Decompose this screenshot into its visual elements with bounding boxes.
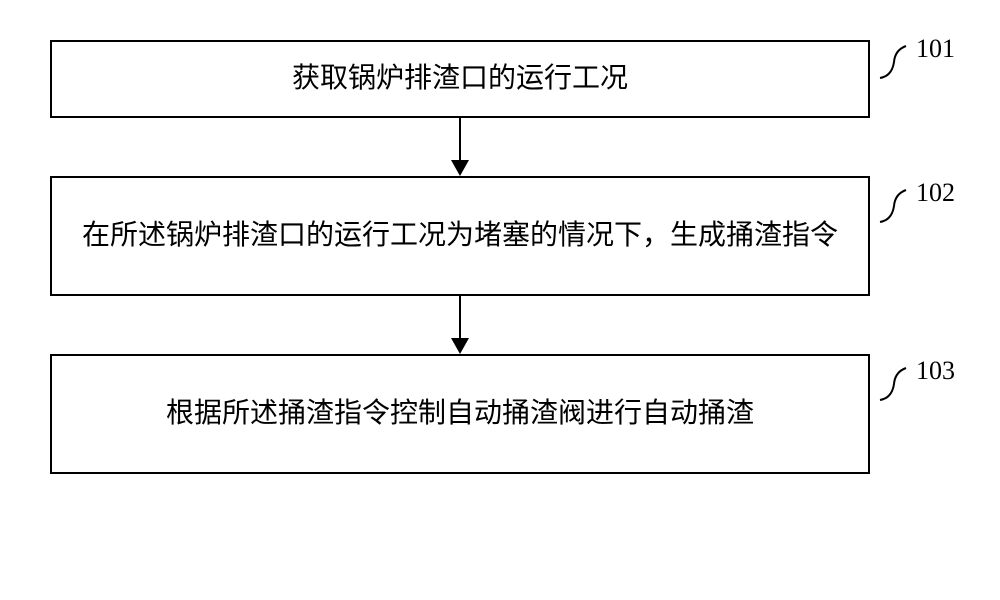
step-label-103: 103 <box>916 356 955 386</box>
step-102-wrap: 在所述锅炉排渣口的运行工况为堵塞的情况下，生成捅渣指令 102 <box>50 176 950 296</box>
arrow-head <box>451 160 469 176</box>
step-103-wrap: 根据所述捅渣指令控制自动捅渣阀进行自动捅渣 103 <box>50 354 950 474</box>
arrow-line <box>459 296 461 338</box>
step-box-101: 获取锅炉排渣口的运行工况 <box>50 40 870 118</box>
step-101-wrap: 获取锅炉排渣口的运行工况 101 <box>50 40 950 118</box>
label-curve-102 <box>878 186 908 224</box>
step-box-103: 根据所述捅渣指令控制自动捅渣阀进行自动捅渣 <box>50 354 870 474</box>
arrow-head <box>451 338 469 354</box>
step-box-102: 在所述锅炉排渣口的运行工况为堵塞的情况下，生成捅渣指令 <box>50 176 870 296</box>
label-curve-103 <box>878 364 908 402</box>
label-curve-101 <box>878 42 908 80</box>
flowchart-container: 获取锅炉排渣口的运行工况 101 在所述锅炉排渣口的运行工况为堵塞的情况下，生成… <box>50 40 950 474</box>
step-text-103: 根据所述捅渣指令控制自动捅渣阀进行自动捅渣 <box>166 393 754 435</box>
arrow-102-103 <box>50 296 870 354</box>
arrow-101-102 <box>50 118 870 176</box>
arrow-line <box>459 118 461 160</box>
step-text-101: 获取锅炉排渣口的运行工况 <box>292 58 628 100</box>
step-label-101: 101 <box>916 34 955 64</box>
step-text-102: 在所述锅炉排渣口的运行工况为堵塞的情况下，生成捅渣指令 <box>82 215 838 257</box>
step-label-102: 102 <box>916 178 955 208</box>
